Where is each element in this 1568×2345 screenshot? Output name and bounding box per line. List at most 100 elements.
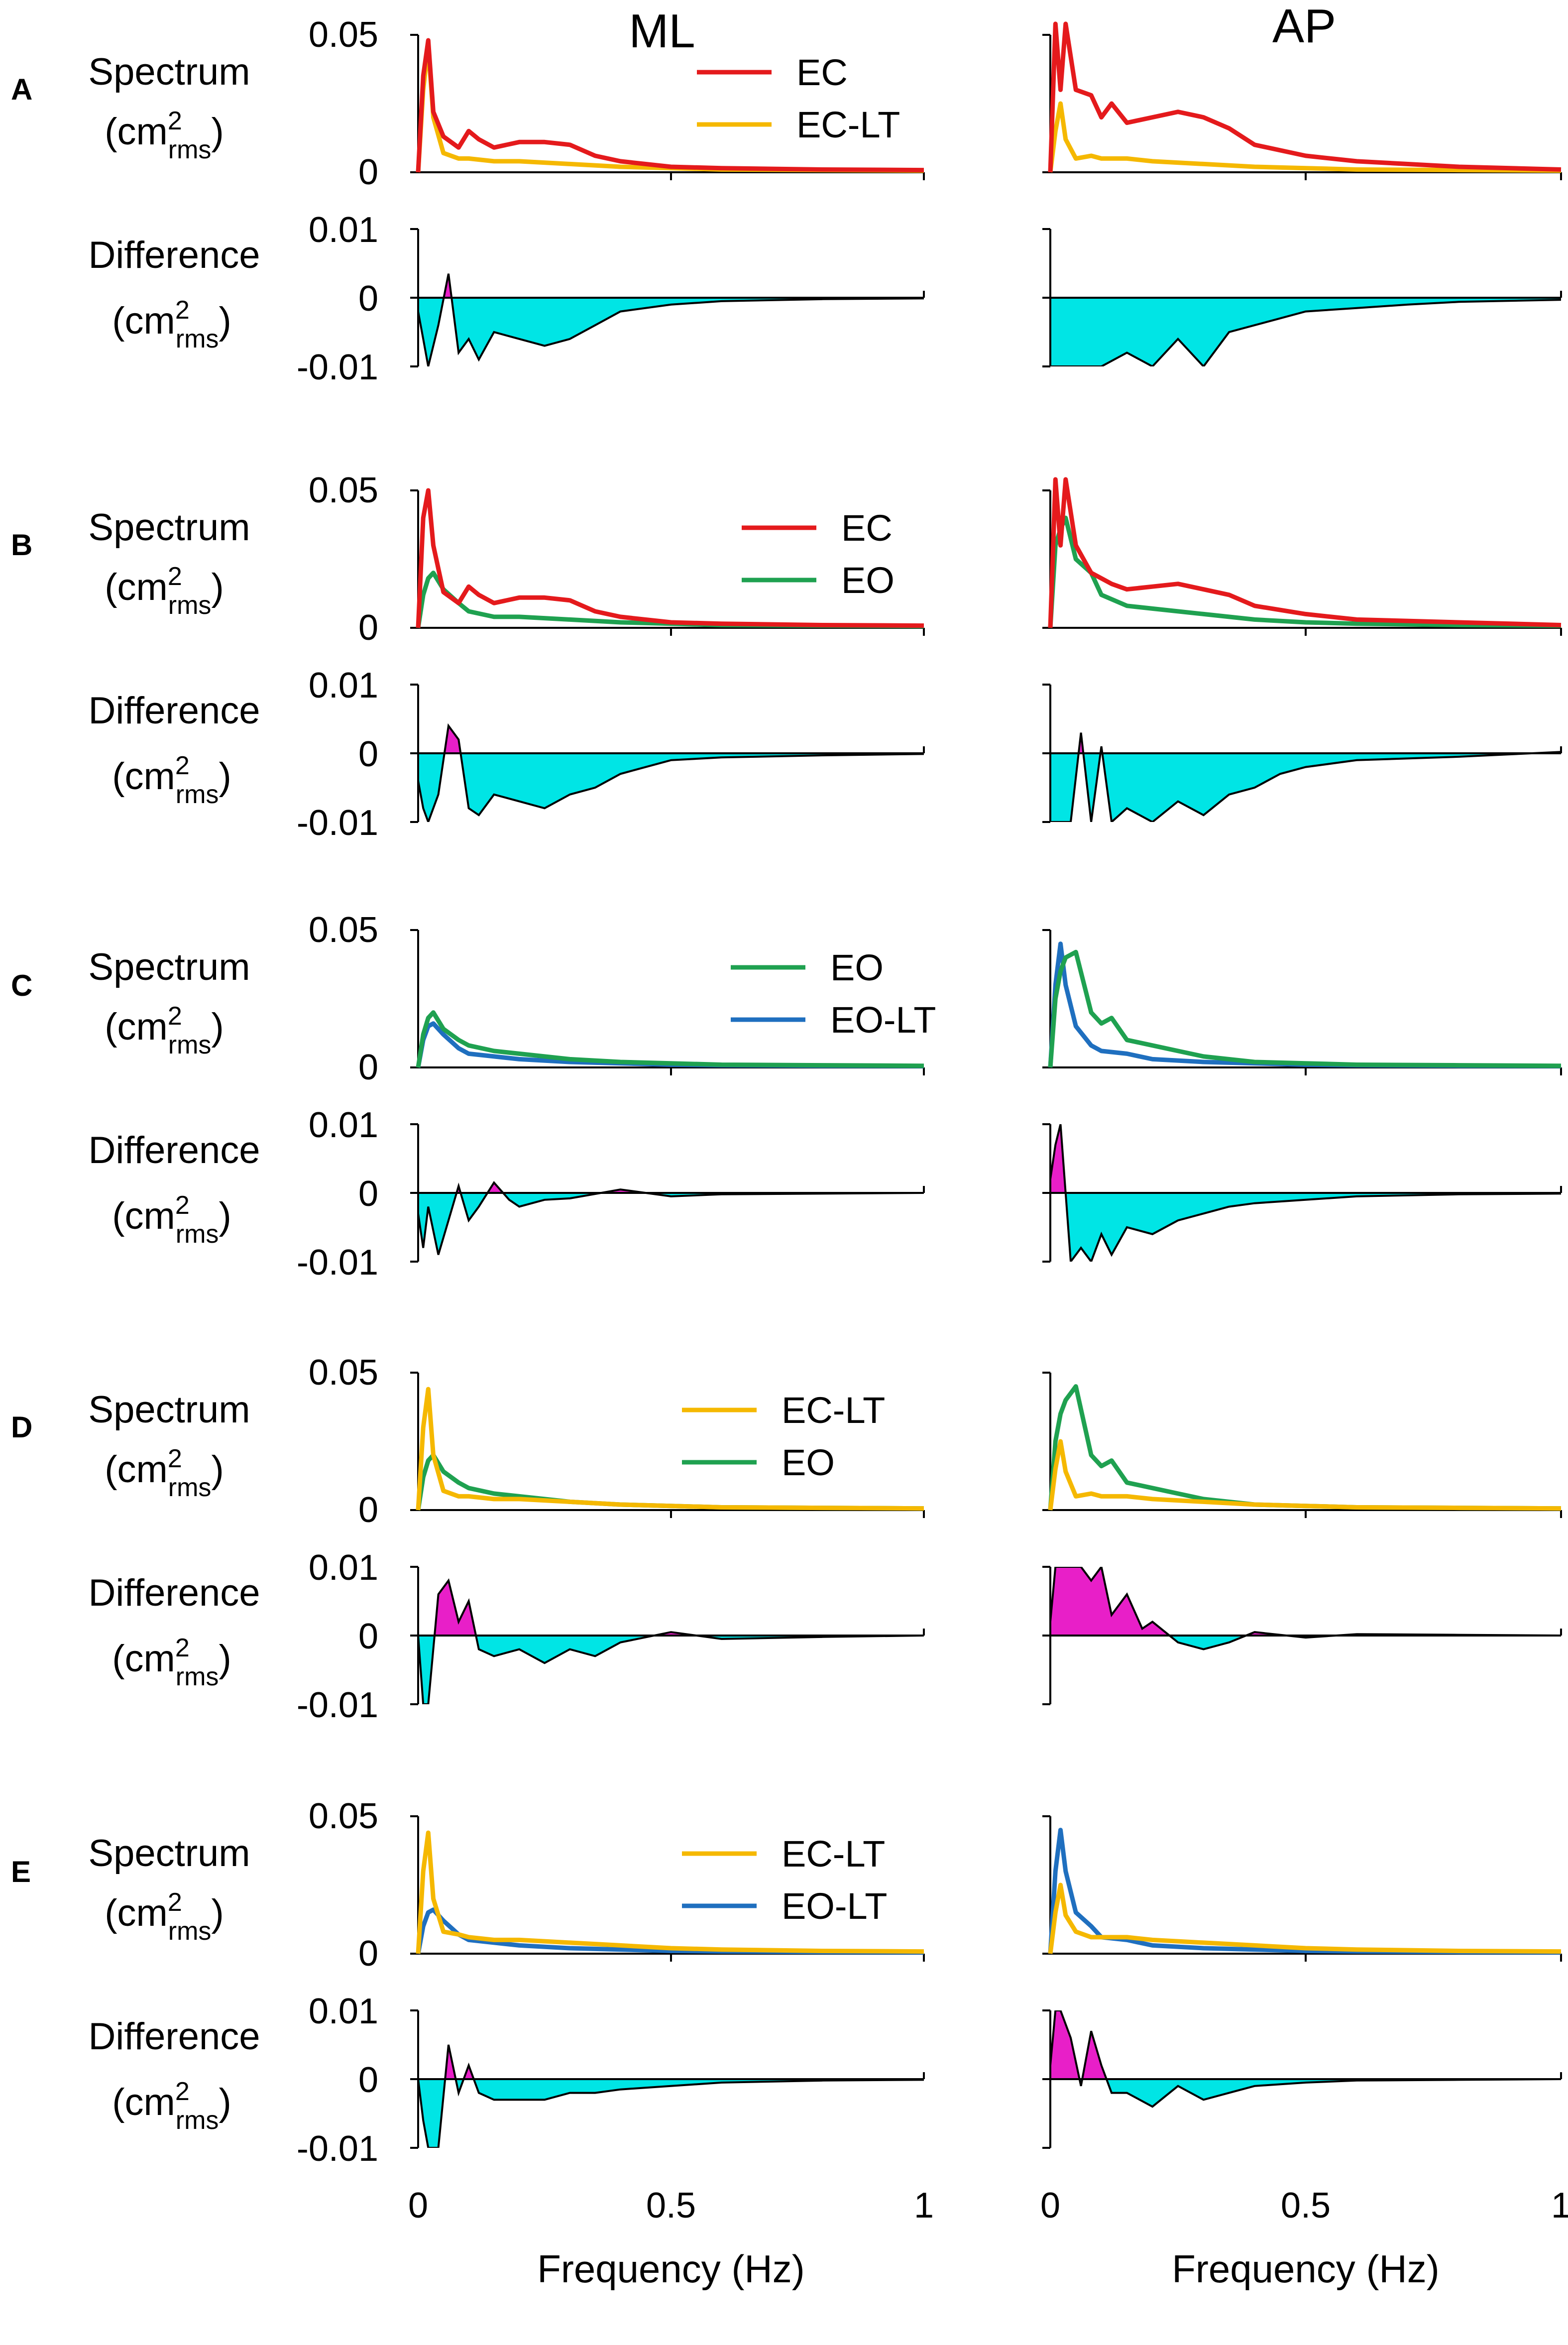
legend-label-eo: EO <box>830 947 884 988</box>
difference-label: Difference <box>88 2015 260 2058</box>
spectrum-series-eo <box>1048 515 1562 628</box>
unit-sup: 2 <box>168 1444 182 1473</box>
subplot-a-ml <box>410 34 925 367</box>
unit-sup: 2 <box>175 1191 190 1220</box>
column-title-ml: ML <box>629 4 695 58</box>
panel-letter-b: B <box>11 528 32 562</box>
unit-close: ) <box>219 1195 231 1237</box>
difference-tick-label: 0 <box>358 2060 378 2100</box>
difference-line <box>418 1180 924 1255</box>
subplot-b-ml <box>410 488 925 823</box>
difference-plot <box>418 723 924 822</box>
panel-c: C Spectrum(cm2 rms)Difference(cm2 rms)0.050… <box>11 910 1562 1283</box>
spectrum-series-ec <box>416 488 924 628</box>
legend-label-eo-lt: EO-LT <box>782 1885 887 1927</box>
spectrum-unit-label-text: (cm2 rms) <box>105 1444 224 1502</box>
spectrum-label: Spectrum <box>88 1832 250 1875</box>
unit-base: (cm <box>112 755 175 798</box>
panel-letter-c: C <box>11 969 32 1002</box>
unit-sub: rms <box>176 2106 219 2135</box>
difference-plot <box>1050 298 1561 366</box>
spectrum-series-eo <box>416 1010 924 1068</box>
difference-unit-label-text: (cm2 rms) <box>112 751 231 809</box>
unit-sub: rms <box>176 325 219 353</box>
unit-close: ) <box>219 1638 231 1680</box>
unit-sup: 2 <box>168 1002 182 1031</box>
legend-label-eo: EO <box>841 560 895 601</box>
spectrum-series-ec-lt <box>416 1830 924 1954</box>
unit-sup: 2 <box>175 296 190 325</box>
difference-tick-label: 0.01 <box>309 210 378 250</box>
subplot-b-ap <box>1042 477 1562 823</box>
difference-unit-label: (cm2 rms) <box>112 751 231 809</box>
spectrum-label: Spectrum <box>88 51 250 93</box>
unit-sup: 2 <box>175 751 190 780</box>
difference-line <box>418 273 924 366</box>
difference-line <box>1050 2010 1561 2108</box>
difference-label: Difference <box>88 690 260 732</box>
subplot-e-ap <box>1042 1815 1562 2149</box>
difference-unit-label: (cm2 rms) <box>112 1191 231 1249</box>
spectrum-tick-label: 0 <box>358 1048 378 1087</box>
difference-line <box>1050 1124 1561 1262</box>
spectrum-series-ec-lt <box>1048 1439 1562 1511</box>
spectrum-unit-label: (cm2 rms) <box>105 562 224 620</box>
difference-unit-label: (cm2 rms) <box>112 296 231 353</box>
legend-label-ec: EC <box>796 52 848 93</box>
spectrum-series-ec <box>416 38 924 173</box>
spectrum-unit-label: (cm2 rms) <box>105 1888 224 1946</box>
x-tick-label-ap: 0.5 <box>1281 2186 1331 2226</box>
subplot-d-ap <box>1042 1372 1562 1705</box>
legend: EC-LT EO <box>682 1390 885 1483</box>
difference-plot <box>1050 1567 1561 1650</box>
spectrum-series-eo <box>1048 1384 1562 1511</box>
spectrum-label: Spectrum <box>88 506 250 549</box>
x-tick-label-ml: 0 <box>408 2186 428 2226</box>
unit-base: (cm <box>105 566 168 608</box>
legend: EO EO-LT <box>731 947 936 1041</box>
unit-base: (cm <box>112 300 175 342</box>
unit-close: ) <box>219 300 231 342</box>
difference-negative-fill <box>1050 1193 1561 1262</box>
unit-close: ) <box>211 1448 224 1491</box>
difference-line <box>1050 299 1561 366</box>
panel-a: A Spectrum(cm2 rms)Difference(cm2 rms)0.050… <box>11 15 1562 387</box>
spectrum-series-eo <box>1048 949 1562 1068</box>
difference-tick-label: 0.01 <box>309 1105 378 1145</box>
spectrum-unit-label: (cm2 rms) <box>105 1002 224 1059</box>
legend-label-ec-lt: EC-LT <box>782 1390 885 1431</box>
difference-unit-label: (cm2 rms) <box>112 2077 231 2135</box>
difference-tick-label: 0.01 <box>309 1992 378 2031</box>
unit-sub: rms <box>176 1220 219 1249</box>
difference-label: Difference <box>88 234 260 276</box>
legend-label-ec: EC <box>841 507 893 549</box>
difference-positive-fill <box>418 1580 924 1636</box>
difference-unit-label-text: (cm2 rms) <box>112 1191 231 1249</box>
difference-unit-label: (cm2 rms) <box>112 1634 231 1691</box>
difference-positive-fill <box>418 2045 924 2079</box>
unit-base: (cm <box>105 111 168 153</box>
x-tick-label-ml: 0.5 <box>646 2186 696 2226</box>
unit-sub: rms <box>168 591 212 620</box>
x-axis-label-ap: Frequency (Hz) <box>1172 2247 1439 2291</box>
difference-plot <box>1050 1124 1561 1262</box>
difference-tick-label: 0 <box>358 734 378 774</box>
difference-positive-fill <box>1050 1567 1561 1636</box>
panel-d: D Spectrum(cm2 rms)Difference(cm2 rms)0.050… <box>11 1353 1562 1725</box>
difference-tick-label: -0.01 <box>297 2129 378 2169</box>
unit-close: ) <box>219 2081 231 2123</box>
difference-line <box>418 1578 924 1704</box>
subplot-e-ml <box>410 1815 925 2149</box>
column-title-ap: AP <box>1272 0 1336 53</box>
spectrum-tick-label: 0.05 <box>309 1796 378 1836</box>
difference-tick-label: -0.01 <box>297 803 378 843</box>
unit-base: (cm <box>105 1006 168 1048</box>
difference-unit-label-text: (cm2 rms) <box>112 1634 231 1691</box>
spectrum-tick-label: 0.05 <box>309 1353 378 1393</box>
panel-b: B Spectrum(cm2 rms)Difference(cm2 rms)0.050… <box>11 470 1562 843</box>
unit-base: (cm <box>112 2081 175 2123</box>
unit-sup: 2 <box>168 1888 182 1917</box>
legend-label-eo-lt: EO-LT <box>830 999 936 1041</box>
